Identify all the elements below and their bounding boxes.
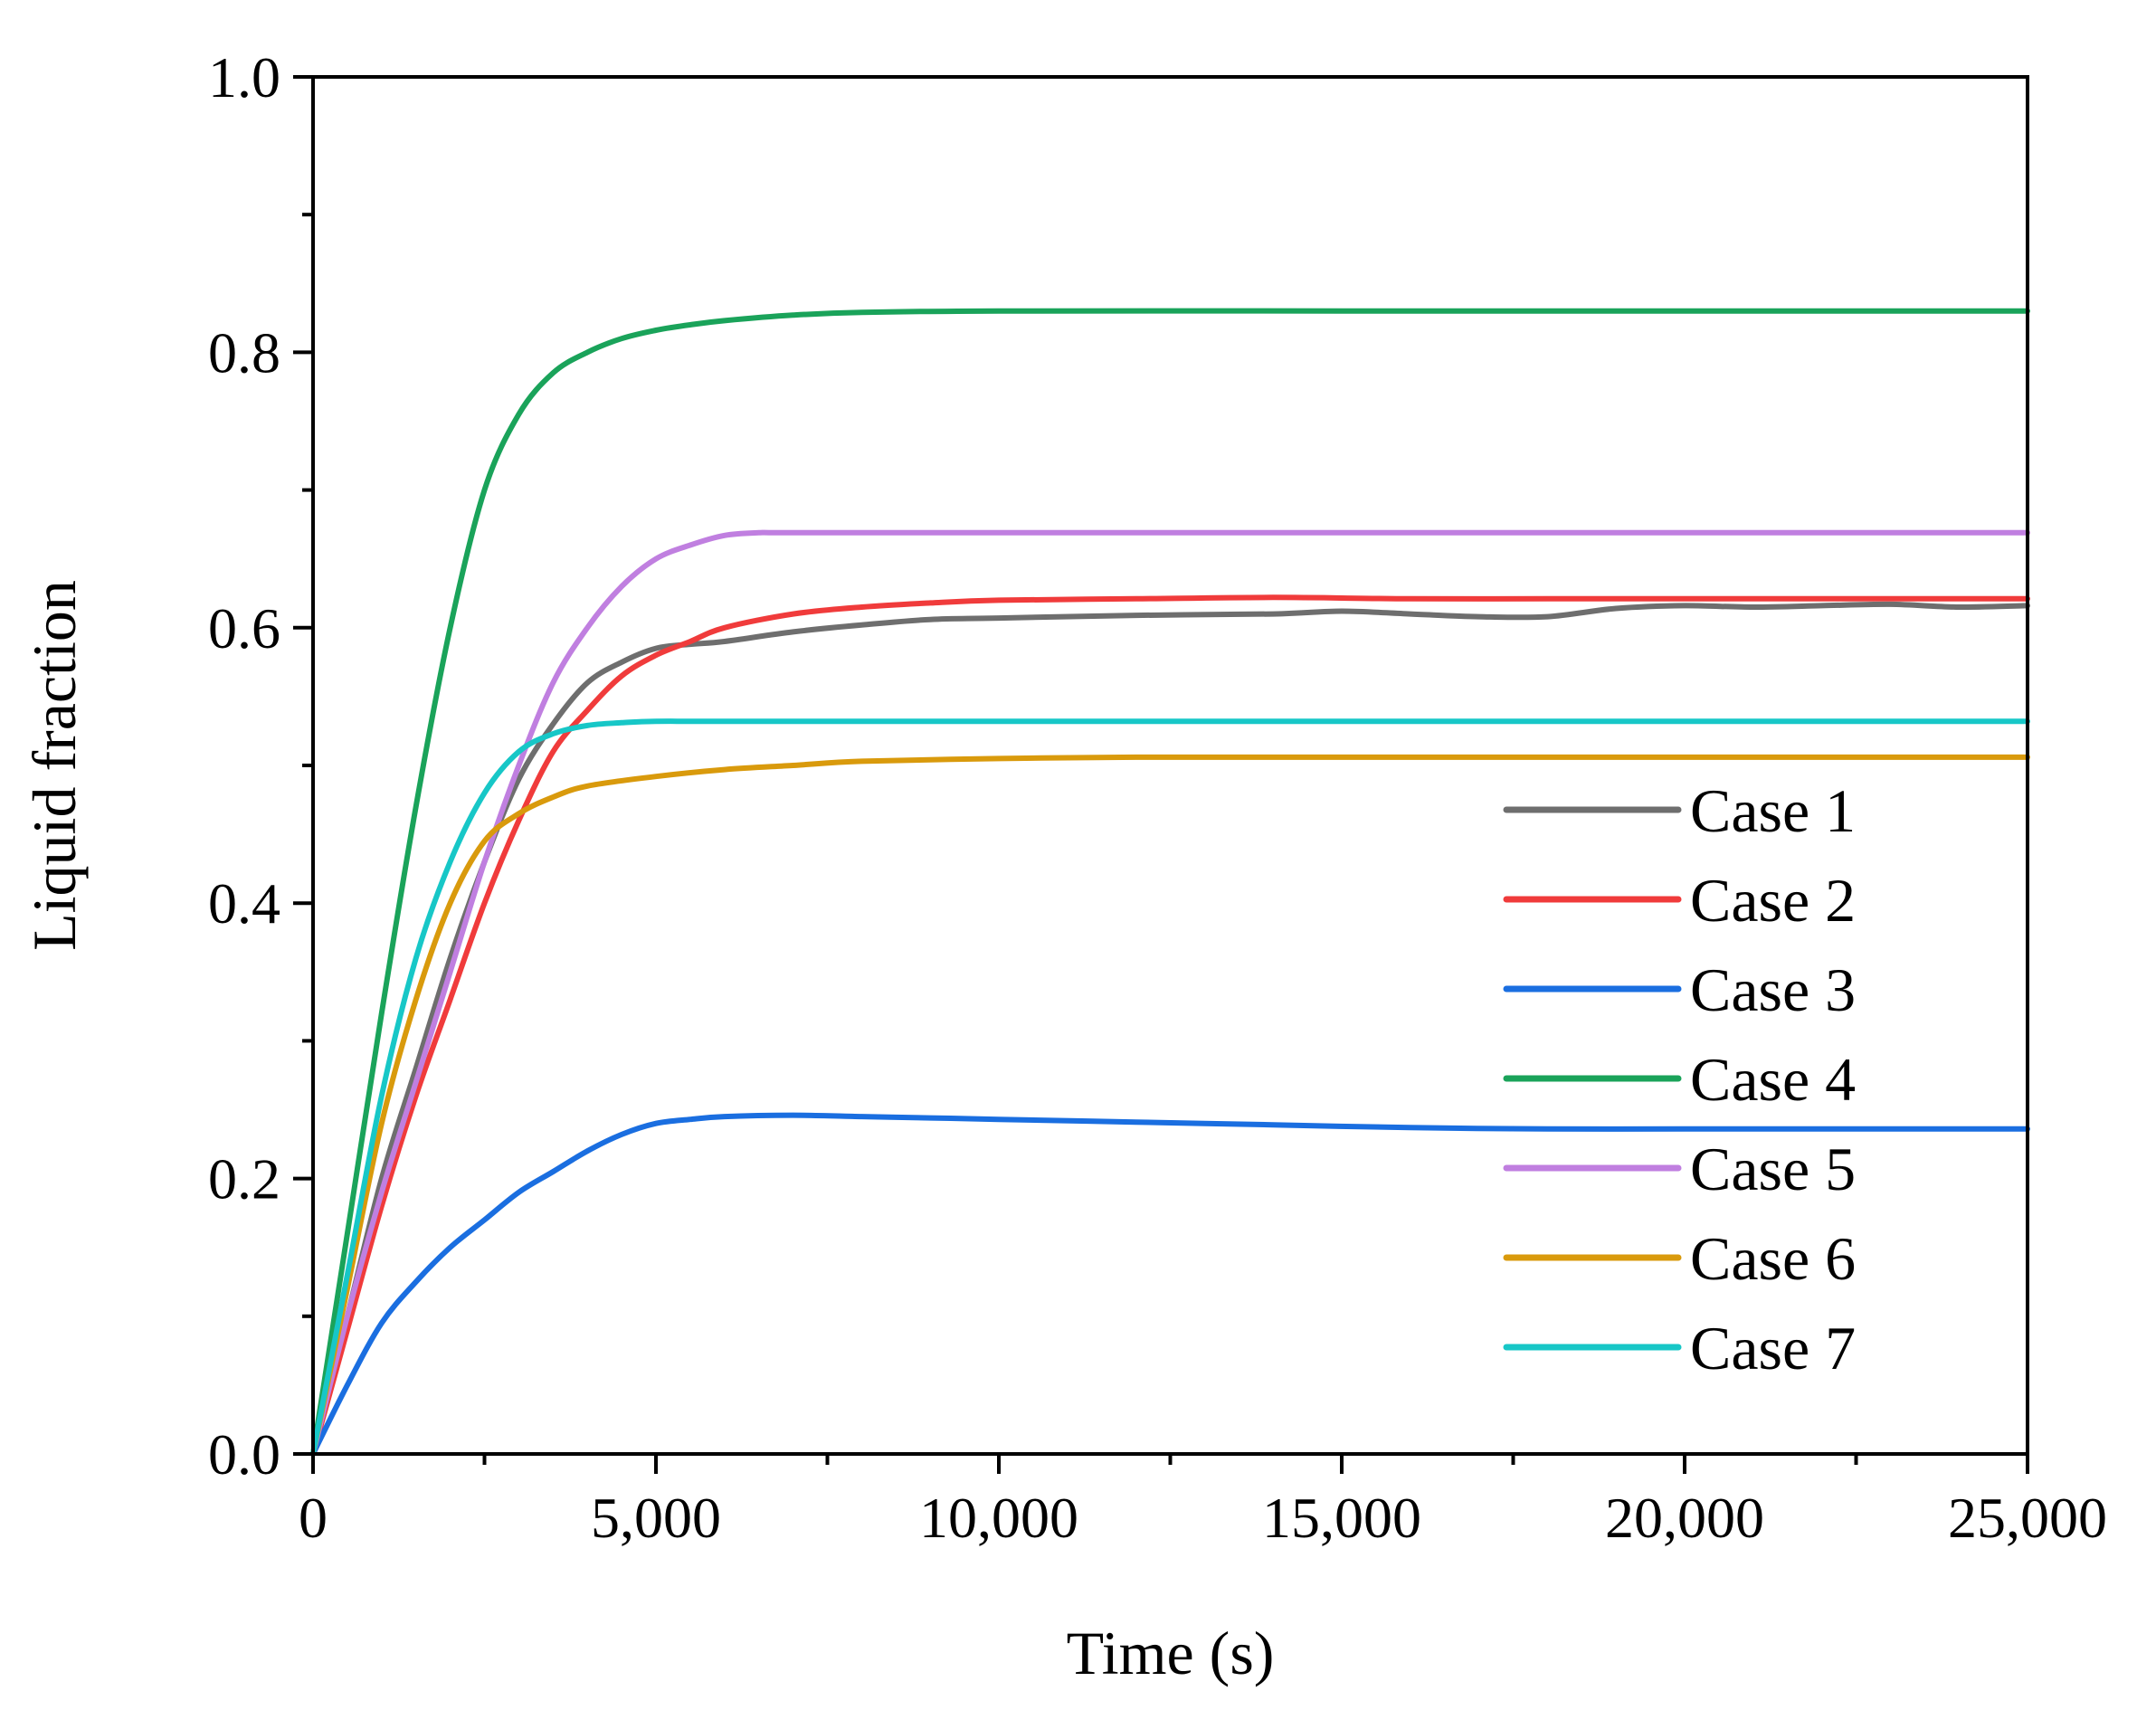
y-tick-label: 0.8 xyxy=(208,320,280,385)
legend-label-case-6: Case 6 xyxy=(1690,1224,1856,1293)
y-axis: 0.0 0.2 0.4 0.6 0.8 1.0 xyxy=(208,45,313,1487)
legend-label-case-1: Case 1 xyxy=(1690,776,1856,845)
series-layer xyxy=(310,308,2030,1457)
series-line-case-5 xyxy=(310,529,2030,1457)
y-tick-label: 0.6 xyxy=(208,596,280,660)
y-tick-label: 0.2 xyxy=(208,1147,280,1211)
x-tick-label: 5,000 xyxy=(591,1486,721,1550)
x-axis: 0 5,000 10,000 15,000 20,000 25,000 xyxy=(299,1454,2107,1550)
x-tick-label: 25,000 xyxy=(1948,1486,2107,1550)
legend: Case 1 Case 2 Case 3 Case 4 Case 5 Case 6 Case… xyxy=(1503,776,1856,1382)
x-tick-label: 0 xyxy=(299,1486,328,1550)
series-line-case-4 xyxy=(310,308,2030,1457)
y-axis-title: Liquid fraction xyxy=(20,580,89,951)
legend-label-case-4: Case 4 xyxy=(1690,1045,1856,1114)
series-line-case-6 xyxy=(310,754,2030,1457)
legend-label-case-2: Case 2 xyxy=(1690,866,1856,935)
y-tick-label: 0.0 xyxy=(208,1422,280,1487)
legend-label-case-7: Case 7 xyxy=(1690,1314,1856,1382)
x-axis-title: Time (s) xyxy=(1067,1619,1275,1687)
legend-label-case-3: Case 3 xyxy=(1690,955,1856,1024)
series-line-case-7 xyxy=(310,718,2030,1457)
y-tick-label: 1.0 xyxy=(208,45,280,109)
x-tick-label: 15,000 xyxy=(1262,1486,1421,1550)
x-tick-label: 10,000 xyxy=(919,1486,1078,1550)
y-tick-label: 0.4 xyxy=(208,871,280,936)
series-line-case-1 xyxy=(310,601,2030,1457)
legend-label-case-5: Case 5 xyxy=(1690,1135,1856,1203)
series-line-case-2 xyxy=(310,594,2030,1457)
x-tick-label: 20,000 xyxy=(1605,1486,1764,1550)
series-line-case-3 xyxy=(310,1112,2030,1457)
